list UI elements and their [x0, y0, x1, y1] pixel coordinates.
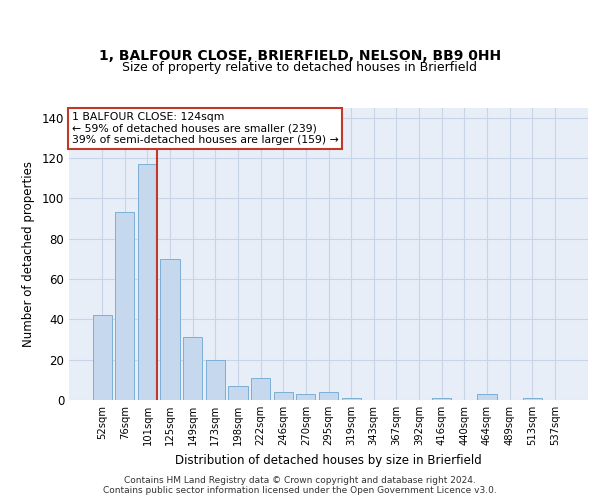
Bar	[92, 316, 112, 400]
Bar	[229, 386, 248, 400]
Bar	[183, 338, 202, 400]
Text: Size of property relative to detached houses in Brierfield: Size of property relative to detached ho…	[122, 60, 478, 74]
Bar	[296, 394, 316, 400]
Y-axis label: Number of detached properties: Number of detached properties	[22, 161, 35, 347]
Bar	[138, 164, 157, 400]
Bar	[274, 392, 293, 400]
Text: 1 BALFOUR CLOSE: 124sqm
← 59% of detached houses are smaller (239)
39% of semi-d: 1 BALFOUR CLOSE: 124sqm ← 59% of detache…	[71, 112, 338, 145]
Bar	[523, 398, 542, 400]
Bar	[341, 398, 361, 400]
Text: 1, BALFOUR CLOSE, BRIERFIELD, NELSON, BB9 0HH: 1, BALFOUR CLOSE, BRIERFIELD, NELSON, BB…	[99, 48, 501, 62]
Bar	[477, 394, 497, 400]
Bar	[319, 392, 338, 400]
Bar	[432, 398, 451, 400]
Bar	[160, 259, 180, 400]
Bar	[206, 360, 225, 400]
Bar	[251, 378, 270, 400]
Bar	[115, 212, 134, 400]
X-axis label: Distribution of detached houses by size in Brierfield: Distribution of detached houses by size …	[175, 454, 482, 466]
Text: Contains HM Land Registry data © Crown copyright and database right 2024.
Contai: Contains HM Land Registry data © Crown c…	[103, 476, 497, 495]
